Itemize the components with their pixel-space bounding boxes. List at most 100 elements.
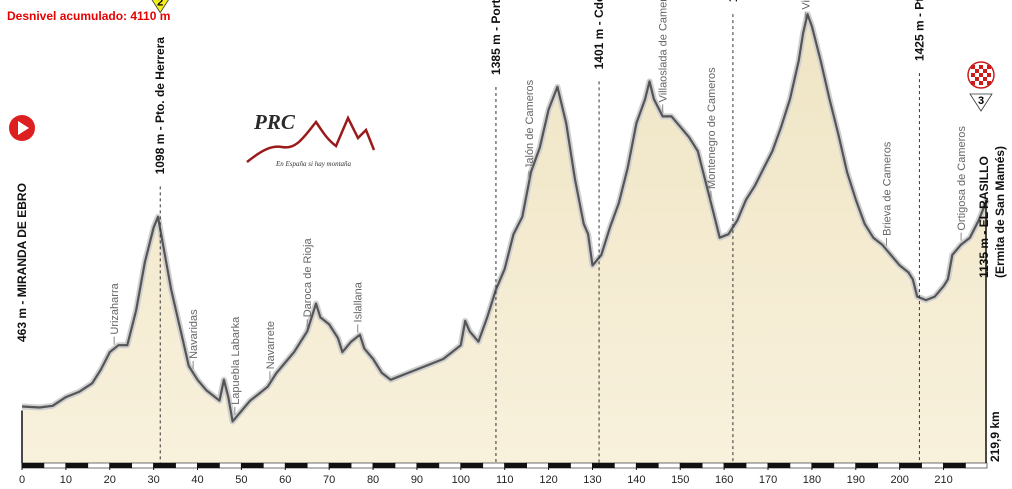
x-tick-label: 200 xyxy=(890,474,908,486)
x-tick-label: 50 xyxy=(235,474,247,486)
km-axis-segment xyxy=(263,462,286,469)
prc-logo: PRC En España si hay montaña xyxy=(246,110,376,168)
km-axis-segment xyxy=(306,462,330,469)
town-label: Ortigosa de Cameros xyxy=(956,126,968,231)
km-axis-segment xyxy=(131,462,154,469)
km-axis-segment xyxy=(636,462,659,469)
km-axis-segment xyxy=(767,462,791,469)
x-tick-label: 40 xyxy=(191,474,203,486)
finish-check-square xyxy=(975,77,979,81)
km-axis-segment xyxy=(21,462,45,469)
finish-check-square xyxy=(987,81,991,85)
km-axis-segment xyxy=(65,462,89,469)
finish-category-number: 3 xyxy=(978,95,984,107)
town-label: Islallana xyxy=(353,281,365,322)
town-label: Brieva de Cameros xyxy=(882,141,894,236)
play-icon xyxy=(18,121,29,135)
x-tick-label: 160 xyxy=(715,474,733,486)
logo-tagline: En España si hay montaña xyxy=(275,160,352,168)
profile-area xyxy=(22,14,987,463)
profile-line xyxy=(21,13,989,423)
x-tick-label: 210 xyxy=(934,474,952,486)
finish-check-square xyxy=(983,77,987,81)
logo-mountain-icon xyxy=(246,115,376,163)
km-axis-segment xyxy=(372,462,396,469)
km-axis-segment xyxy=(789,462,813,469)
finish-marker xyxy=(967,61,995,89)
km-axis-segment xyxy=(504,462,527,469)
km-axis-segment xyxy=(745,462,769,469)
x-tick-label: 100 xyxy=(452,474,470,486)
x-tick-label: 130 xyxy=(583,474,601,486)
finish-check-square xyxy=(987,65,991,69)
km-axis-segment xyxy=(482,462,506,469)
x-tick-label: 0 xyxy=(19,474,25,486)
km-axis-segment xyxy=(592,462,615,469)
distance-label: 219,9 km xyxy=(988,411,1002,462)
finish-check-square xyxy=(979,65,983,69)
km-axis-segment xyxy=(833,462,857,469)
km-axis-segment xyxy=(811,462,835,469)
km-axis-segment xyxy=(877,462,900,469)
x-tick-label: 80 xyxy=(367,474,379,486)
km-axis-segment xyxy=(416,462,440,469)
finish-sublabel: (Ermita de San Mamés) xyxy=(993,146,1007,278)
x-tick-label: 180 xyxy=(803,474,821,486)
finish-label: 1135 m - EL RASILLO xyxy=(977,156,991,278)
km-axis-segment xyxy=(460,462,484,469)
km-axis-segment xyxy=(197,462,220,469)
climb-label: 1595 m - Pto. de Montenegro xyxy=(726,0,740,2)
km-axis-segment xyxy=(87,462,111,469)
km-axis-segment xyxy=(285,462,308,469)
km-axis-segment xyxy=(723,462,747,469)
climb-category-triangle xyxy=(151,0,169,14)
finish-check-square xyxy=(979,81,983,85)
km-axis-segment xyxy=(570,462,593,469)
town-label: Jalón de Cameros xyxy=(524,79,536,169)
town-label: Lapuebla Labarka xyxy=(230,316,242,405)
km-axis-segment xyxy=(701,462,725,469)
x-tick-label: 110 xyxy=(496,474,514,486)
town-label: Navarrete xyxy=(265,321,277,369)
finish-check-square xyxy=(987,73,991,77)
km-axis-segment xyxy=(855,462,879,469)
climb-label: 1098 m - Pto. de Herrera xyxy=(153,37,167,175)
town-label: Daroca de Rioja xyxy=(302,238,314,318)
km-axis-segment xyxy=(219,462,242,469)
town-label: Villaoslada de Cameros xyxy=(658,0,670,102)
x-tick-label: 10 xyxy=(60,474,72,486)
finish-check-square xyxy=(983,69,987,73)
km-axis-segment xyxy=(328,462,352,469)
km-axis-segment xyxy=(438,462,462,469)
x-tick-label: 70 xyxy=(323,474,335,486)
x-tick-label: 20 xyxy=(104,474,116,486)
km-axis-segment xyxy=(943,462,966,469)
km-axis-segment xyxy=(241,462,264,469)
km-axis-segment xyxy=(899,462,922,469)
km-axis-segment xyxy=(679,462,703,469)
town-label: Viniegra de Abajo xyxy=(800,0,812,10)
x-tick-label: 140 xyxy=(627,474,645,486)
town-label: Navaridas xyxy=(188,309,200,359)
town-label: Urizaharra xyxy=(109,282,121,334)
finish-check-square xyxy=(971,65,975,69)
km-axis-segment xyxy=(965,462,988,469)
start-marker xyxy=(9,115,35,141)
x-tick-label: 170 xyxy=(759,474,777,486)
km-axis-segment xyxy=(548,462,571,469)
km-axis-segment xyxy=(350,462,374,469)
km-axis-segment xyxy=(394,462,418,469)
finish-check-square xyxy=(971,81,975,85)
x-tick-label: 90 xyxy=(411,474,423,486)
km-axis-segment xyxy=(614,462,637,469)
climb-category-number: 2 xyxy=(157,0,163,9)
town-label: Montenegro de Cameros xyxy=(706,67,718,189)
climb-label: 1385 m - Portillo de La Rasa xyxy=(489,0,503,75)
x-tick-label: 60 xyxy=(279,474,291,486)
finish-check-square xyxy=(971,73,975,77)
x-tick-label: 190 xyxy=(847,474,865,486)
km-axis-segment xyxy=(658,462,681,469)
logo-text: PRC xyxy=(253,110,296,134)
total-climbing-label: Desnivel acumulado: 4110 m xyxy=(7,9,171,23)
